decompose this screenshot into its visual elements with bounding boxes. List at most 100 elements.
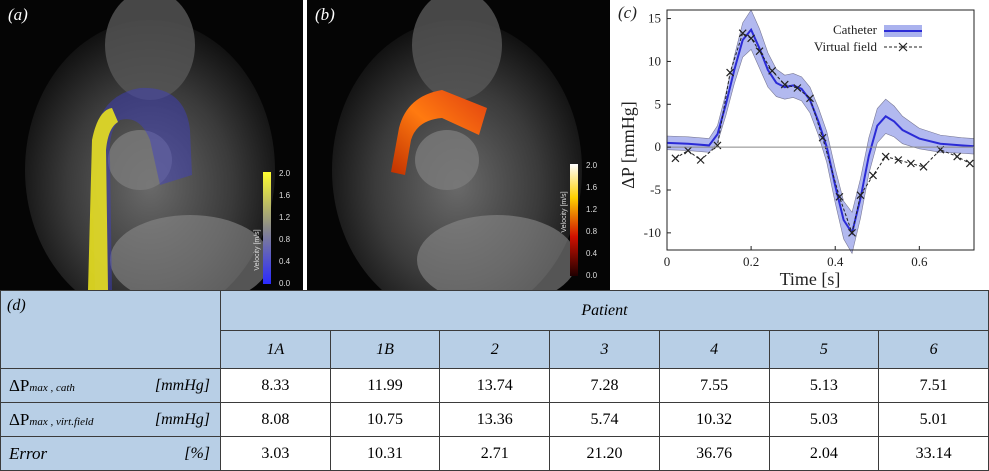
row-subscript: max , virt.field	[29, 415, 94, 428]
plot-frame	[666, 9, 975, 251]
legend-label-catheter: Catheter	[833, 22, 878, 37]
pressure-chart: 0 0.2 0.4 0.6 -10 -5 0 5 10 15 (c) Time [s] ΔP [m…	[618, 3, 975, 289]
virtual-field-point	[906, 159, 915, 168]
column-header: 4	[658, 330, 770, 369]
cb-a-title: Velocity [m/s]	[254, 229, 261, 270]
row-subscript: max , cath	[29, 381, 75, 394]
row-symbol: ΔP	[9, 375, 30, 395]
table-cell: 10.31	[329, 436, 441, 471]
cb-b-tick: 0.0	[586, 271, 598, 280]
cb-b-tick: 0.4	[586, 249, 598, 258]
virtual-field-point	[696, 156, 705, 164]
table-cell: 5.13	[768, 368, 880, 403]
y-tick-label: 5	[655, 96, 662, 111]
table-cell: 8.08	[220, 402, 331, 437]
table-cell: 5.74	[549, 402, 660, 437]
virtual-field-point	[919, 162, 928, 171]
column-header: 1A	[220, 330, 331, 369]
y-tick-label: -10	[644, 225, 661, 240]
virtual-field-point	[848, 228, 856, 237]
descending-aorta-flow	[88, 108, 118, 290]
virtual-field-point	[965, 159, 974, 168]
virtual-field-point	[738, 29, 747, 38]
legend: Catheter Virtual field	[814, 22, 922, 54]
y-tick-label: -5	[650, 182, 661, 197]
table-cell: 33.14	[878, 436, 989, 471]
virtual-field-point	[953, 152, 962, 161]
virtual-field-point	[726, 68, 735, 77]
table-cell: 2.71	[439, 436, 551, 471]
table-cell: 3.03	[220, 436, 331, 471]
table-cell: 7.55	[658, 368, 770, 403]
x-tick-label: 0	[664, 254, 671, 269]
panel-label-c: (c)	[618, 3, 637, 22]
legend-marker-virtual-field	[898, 42, 908, 52]
virtual-field-line	[675, 32, 971, 235]
cb-a-tick: 2.0	[279, 169, 291, 178]
cb-a-tick: 0.0	[279, 279, 291, 288]
patient-header: Patient	[220, 290, 989, 331]
table-cell: 10.32	[658, 402, 770, 437]
cb-a-tick: 1.2	[279, 213, 291, 222]
table-cell: 8.33	[220, 368, 331, 403]
column-header: 5	[768, 330, 880, 369]
cb-b-tick: 0.8	[586, 227, 598, 236]
row-symbol: ΔP	[9, 409, 30, 429]
column-header: 1B	[329, 330, 441, 369]
mri-panel-a: 2.0 1.6 1.2 0.8 0.4 0.0 Velocity [m/s] (…	[0, 0, 303, 290]
table-cell: 21.20	[549, 436, 660, 471]
table-row: ΔPmax , virt.field [mmHg] 8.08 10.75 13.…	[0, 402, 989, 437]
aorta-velocity-overlay	[92, 87, 192, 290]
panel-label-a: (a)	[8, 5, 28, 24]
virtual-field-point	[747, 34, 756, 43]
table-cell: 13.36	[439, 402, 551, 437]
virtual-field-point	[671, 154, 680, 163]
table-row: ΔPmax , cath [mmHg] 8.33 11.99 13.74 7.2…	[0, 368, 989, 403]
virtual-field-point	[793, 84, 802, 92]
table-cell: 5.03	[768, 402, 880, 437]
cb-a-tick: 0.8	[279, 235, 291, 244]
table-cell: 10.75	[329, 402, 441, 437]
column-header: 2	[439, 330, 551, 369]
x-axis-label: Time [s]	[780, 269, 841, 289]
x-tick-label: 0.2	[743, 254, 759, 269]
table-cell: 36.76	[658, 436, 770, 471]
row-header-error: Error [%]	[0, 436, 221, 471]
row-symbol: Error	[9, 443, 48, 463]
table-cell: 2.04	[768, 436, 880, 471]
panel-label-b: (b)	[315, 5, 335, 24]
colorbar-b	[570, 164, 578, 276]
y-axis-label: ΔP [mmHg]	[618, 101, 638, 188]
virtual-field-point	[806, 94, 814, 103]
virtual-field-point	[780, 80, 789, 89]
table-cell: 7.51	[878, 368, 989, 403]
table-cell: 5.01	[878, 402, 989, 437]
table-cell: 13.74	[439, 368, 551, 403]
table-header-row: (d) Patient	[0, 290, 989, 369]
virtual-field-point	[713, 141, 722, 150]
table-cell: 7.28	[549, 368, 660, 403]
cb-b-tick: 1.2	[586, 205, 598, 214]
y-tick-label: 10	[648, 53, 661, 68]
aortic-arch-pressure-map	[391, 90, 487, 175]
virtual-field-point	[684, 146, 692, 155]
virtual-field-point	[818, 133, 827, 142]
virtual-field-point	[894, 156, 903, 164]
virtual-field-point	[856, 191, 865, 200]
virtual-field-point	[881, 152, 890, 161]
virtual-field-point	[755, 47, 764, 56]
x-tick-label: 0.6	[911, 254, 928, 269]
x-tick-label: 0.4	[827, 254, 844, 269]
row-unit: [mmHg]	[154, 410, 210, 428]
virtual-field-point	[835, 192, 844, 201]
row-unit: [%]	[184, 444, 210, 462]
table-corner-cell: (d)	[0, 290, 221, 369]
legend-label-virtual-field: Virtual field	[814, 39, 878, 54]
mri-panel-b: 2.0 1.6 1.2 0.8 0.4 0.0 Velocity [m/s] (…	[307, 0, 610, 290]
results-table: (d) Patient 1A 1B 2 3 4 5 6 ΔPmax , cath…	[0, 290, 989, 471]
y-tick-label: 15	[648, 11, 661, 26]
cb-a-tick: 1.6	[279, 191, 291, 200]
column-header: 6	[878, 330, 989, 369]
virtual-field-point	[768, 66, 777, 75]
colorbar-a	[263, 172, 271, 284]
